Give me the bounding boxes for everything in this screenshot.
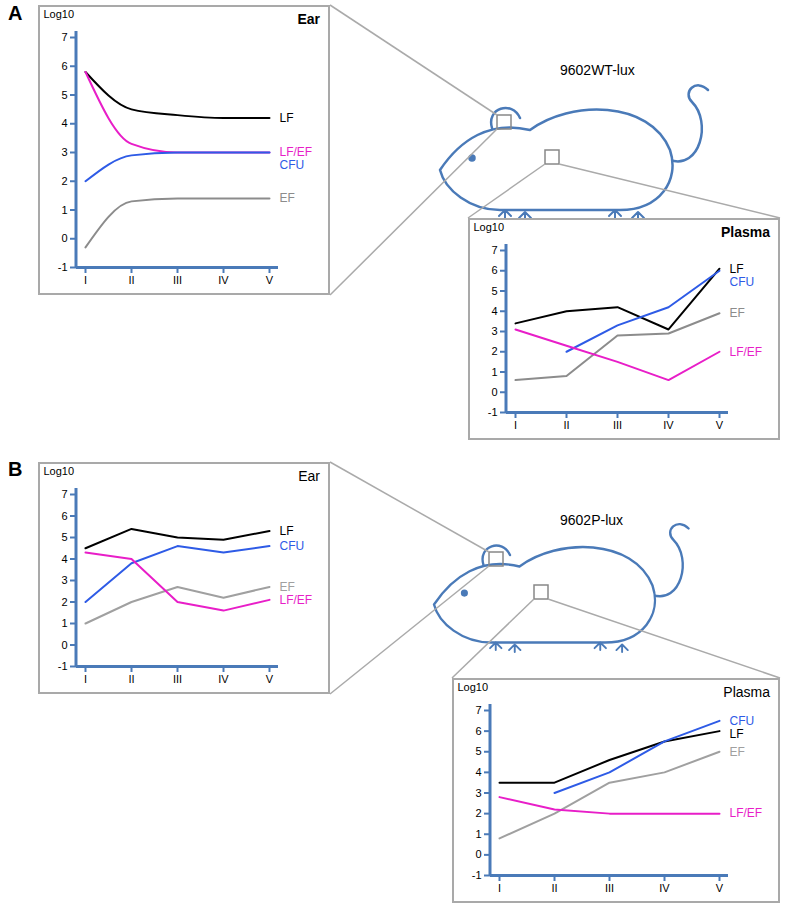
svg-text:III: III (173, 274, 182, 286)
svg-text:0: 0 (61, 639, 67, 651)
svg-text:5: 5 (491, 285, 497, 297)
svg-text:EF: EF (730, 745, 745, 759)
svg-text:IV: IV (659, 882, 670, 894)
svg-text:1: 1 (475, 828, 481, 840)
svg-text:2: 2 (61, 596, 67, 608)
svg-text:0: 0 (491, 386, 497, 398)
svg-text:Log10: Log10 (44, 8, 75, 20)
html-text:9602WT-lux: 9602WT-lux (560, 62, 635, 78)
svg-text:EF: EF (730, 306, 745, 320)
svg-text:LF/EF: LF/EF (730, 806, 763, 820)
svg-text:EF: EF (280, 580, 295, 594)
svg-text:LF/EF: LF/EF (730, 345, 763, 359)
svg-text:-1: -1 (472, 869, 482, 881)
svg-text:LF: LF (280, 111, 294, 125)
svg-text:2: 2 (491, 345, 497, 357)
svg-text:CFU: CFU (730, 714, 755, 728)
svg-text:II: II (128, 673, 134, 685)
svg-text:III: III (613, 419, 622, 431)
svg-text:3: 3 (61, 146, 67, 158)
svg-text:CFU: CFU (280, 158, 305, 172)
svg-text:I: I (514, 419, 517, 431)
html-text:Ear: Ear (297, 11, 320, 27)
svg-text:6: 6 (475, 725, 481, 737)
svg-text:V: V (716, 882, 724, 894)
svg-text:LF: LF (730, 262, 744, 276)
svg-text:V: V (266, 274, 274, 286)
svg-text:6: 6 (491, 264, 497, 276)
svg-text:Log10: Log10 (44, 465, 75, 477)
svg-text:Log10: Log10 (474, 221, 505, 233)
svg-text:5: 5 (475, 745, 481, 757)
svg-text:0: 0 (475, 848, 481, 860)
svg-text:V: V (266, 673, 274, 685)
svg-text:-1: -1 (488, 406, 498, 418)
svg-text:Log10: Log10 (458, 681, 489, 693)
html-text:9602P-lux: 9602P-lux (560, 512, 623, 528)
svg-text:IV: IV (663, 419, 674, 431)
svg-text:LF: LF (280, 524, 294, 538)
svg-text:V: V (716, 419, 724, 431)
svg-text:I: I (84, 274, 87, 286)
svg-text:3: 3 (475, 787, 481, 799)
svg-text:-1: -1 (58, 261, 68, 273)
svg-text:LF/EF: LF/EF (280, 145, 313, 159)
svg-text:7: 7 (475, 704, 481, 716)
svg-text:1: 1 (61, 204, 67, 216)
svg-text:1: 1 (491, 366, 497, 378)
svg-text:2: 2 (475, 807, 481, 819)
svg-text:0: 0 (61, 232, 67, 244)
svg-text:I: I (498, 882, 501, 894)
svg-text:6: 6 (61, 510, 67, 522)
html-text:Ear: Ear (298, 468, 320, 484)
svg-text:5: 5 (61, 89, 67, 101)
svg-text:LF/EF: LF/EF (280, 593, 313, 607)
svg-text:5: 5 (61, 531, 67, 543)
svg-text:1: 1 (61, 617, 67, 629)
svg-text:IV: IV (218, 673, 229, 685)
svg-text:2: 2 (61, 175, 67, 187)
html-text:Plasma: Plasma (723, 684, 770, 700)
svg-text:CFU: CFU (280, 539, 305, 553)
svg-text:-1: -1 (58, 660, 68, 672)
svg-text:III: III (173, 673, 182, 685)
html-text:A: A (8, 2, 23, 24)
svg-text:4: 4 (61, 117, 67, 129)
html-text:B: B (8, 458, 23, 480)
svg-text:4: 4 (491, 305, 497, 317)
svg-text:4: 4 (61, 553, 67, 565)
svg-text:EF: EF (280, 191, 295, 205)
svg-text:IV: IV (218, 274, 229, 286)
svg-text:7: 7 (61, 488, 67, 500)
svg-text:4: 4 (475, 766, 481, 778)
svg-text:III: III (605, 882, 614, 894)
svg-text:I: I (84, 673, 87, 685)
svg-text:II: II (128, 274, 134, 286)
svg-text:3: 3 (491, 325, 497, 337)
svg-text:7: 7 (61, 31, 67, 43)
svg-text:CFU: CFU (730, 275, 755, 289)
svg-text:6: 6 (61, 60, 67, 72)
svg-text:LF: LF (730, 727, 744, 741)
html-text:Plasma: Plasma (721, 224, 770, 240)
svg-text:II: II (551, 882, 557, 894)
svg-text:II: II (563, 419, 569, 431)
svg-text:3: 3 (61, 574, 67, 586)
svg-text:7: 7 (491, 244, 497, 256)
